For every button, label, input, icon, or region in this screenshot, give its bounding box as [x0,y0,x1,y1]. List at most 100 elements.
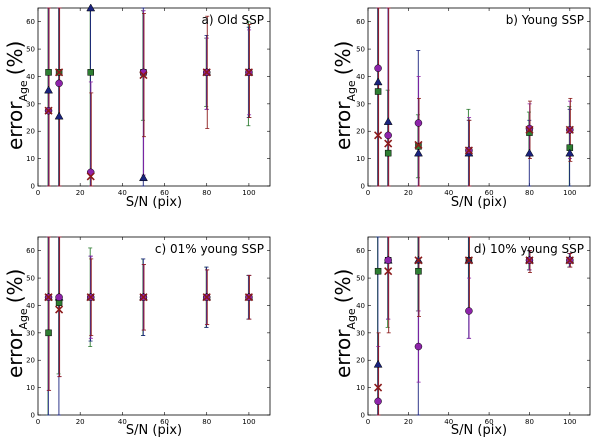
panel-c-ytick-label: 40 [26,302,35,310]
panel-b-point-x [565,125,574,134]
panel-b-xtick-label: 20 [404,189,413,197]
panel-b-ylabel-sub: Age [345,80,358,102]
panel-b-point-square [384,149,392,157]
panel-b-point-x [464,146,473,155]
panel-b-point-x [525,125,534,134]
panel-c-xtick-label: 20 [76,418,85,426]
panel-d-ytick-label: 60 [356,247,365,255]
panel-c-ylabel-sub: Age [17,308,30,330]
panel-a-ytick-label: 40 [26,73,35,81]
panel-b-point-x [384,139,393,148]
panel-c-point-x [55,305,64,314]
panel-a-marks: 0 20 40 60 80 100 0 10 20 30 40 50 60 [26,3,270,197]
panel-b-point-triangle [525,148,534,157]
panel-b-ylabel-unit: (%) [331,41,355,76]
panel-c-point-circle [55,293,63,301]
panel-a-ytick-label: 50 [26,46,35,54]
panel-a-ytick-label: 60 [26,18,35,26]
panel-a-title: a) Old SSP [201,13,264,27]
panel-a-point-triangle [86,3,96,12]
panel-d-point-x [525,256,534,265]
panel-c-point-x [44,293,53,302]
panel-b-xtick-label: 0 [366,189,370,197]
panel-b-ytick-label: 60 [356,18,365,26]
panel-a-point-x [55,68,64,77]
panel-c-xtick-label: 0 [36,418,40,426]
panel-c-point-x [139,293,148,302]
panel-b-point-triangle [373,77,383,86]
panel-a-ylabel: errorAge (%) [3,41,30,150]
panel-a-point-square [45,69,52,76]
panel-d-ytick-label: 50 [356,275,365,283]
panel-c-xtick-label: 60 [160,418,169,426]
panel-c-xtick-label: 80 [202,418,211,426]
panel-d-xtick-label: 80 [525,418,534,426]
panel-c-xtick-label: 40 [118,418,127,426]
panel-c-point-square [45,329,52,337]
panel-d-ytick-label: 40 [356,302,365,310]
panel-d-ylabel-sub: Age [345,308,358,330]
panel-d-point-circle [465,307,473,315]
panel-d-xtick-label: 100 [563,418,576,426]
panel-b-xtick-label: 80 [525,189,534,197]
panel-d-ylabel: errorAge (%) [331,269,358,378]
panel-c-ytick-label: 60 [26,247,35,255]
panel-c-point-x [86,293,95,302]
panel-c-point-x [202,293,211,302]
panel-c-ylabel: errorAge (%) [3,269,30,378]
panel-b-point-triangle [383,117,393,125]
panel-c-ytick-label: 20 [26,357,35,365]
panel-a-point-x [139,71,148,80]
panel-b-ytick-label: 20 [356,128,365,136]
panel-d-ytick-label: 30 [356,329,365,337]
panel-d-ylabel-unit: (%) [331,269,355,304]
panel-d-marks: 0 20 40 60 80 100 0 10 20 30 40 50 60 [356,236,590,426]
panel-a-xtick-label: 0 [36,189,40,197]
panel-d-xtick-label: 0 [366,418,370,426]
panel-c-frame [37,236,271,416]
panel-b-xtick-label: 60 [485,189,494,197]
panel-a-point-x [202,68,211,77]
panel-d-point-circle [384,256,392,265]
panel-d-point-square [374,267,382,275]
panel-a-ytick-label: 30 [26,100,35,108]
panel-a-xlabel: S/N (pix) [126,195,182,210]
panel-b-point-triangle [414,148,423,157]
panel-b-frame [367,7,591,187]
panel-d-point-triangle [373,359,383,368]
panel-b-ytick-label: 40 [356,73,365,81]
panel-a-xtick-label: 100 [242,189,255,197]
panel-b-point-circle [384,131,392,140]
panel-a-xtick-label: 80 [202,189,211,197]
panel-a-frame [37,7,271,187]
panel-d-ytick-label: 10 [356,384,365,392]
panel-b-ytick-label: 50 [356,46,365,54]
panel-a-point-circle [55,79,63,88]
panel-a-xtick-label: 40 [118,189,127,197]
panel-c-xlabel: S/N (pix) [126,423,182,438]
panel-b-ytick-label: 10 [356,155,365,163]
panel-d-xlabel: S/N (pix) [451,423,507,438]
panel-d-point-x [414,256,423,265]
panel-b-point-x [414,140,423,149]
panel-c-ytick-label: 0 [31,412,35,420]
panel-b-point-circle [525,124,534,133]
panel-c-xtick-label: 100 [242,418,255,426]
panel-b-point-circle [414,119,423,127]
panel-d-ytick-label: 0 [361,412,365,420]
panel-a-ytick-label: 0 [31,183,35,191]
panel-b-ytick-label: 30 [356,100,365,108]
panel-a-ytick-label: 10 [26,155,35,163]
panel-a-point-square [87,69,94,76]
panel-b-marks: 0 20 40 60 80 100 0 10 20 30 40 50 60 [356,7,590,197]
panel-d-point-x [565,256,574,265]
panel-a-ylabel-main: error [3,101,27,150]
panel-b-ylabel-main: error [331,101,355,150]
panel-c-marks: 0 20 40 60 80 100 0 10 20 30 40 50 60 [26,236,270,426]
panel-b-xlabel: S/N (pix) [451,195,507,210]
panel-c-ytick-label: 50 [26,275,35,283]
panel-b-title: b) Young SSP [506,13,584,27]
panel-b-xtick-label: 40 [444,189,453,197]
panel-b-point-circle [374,64,382,72]
